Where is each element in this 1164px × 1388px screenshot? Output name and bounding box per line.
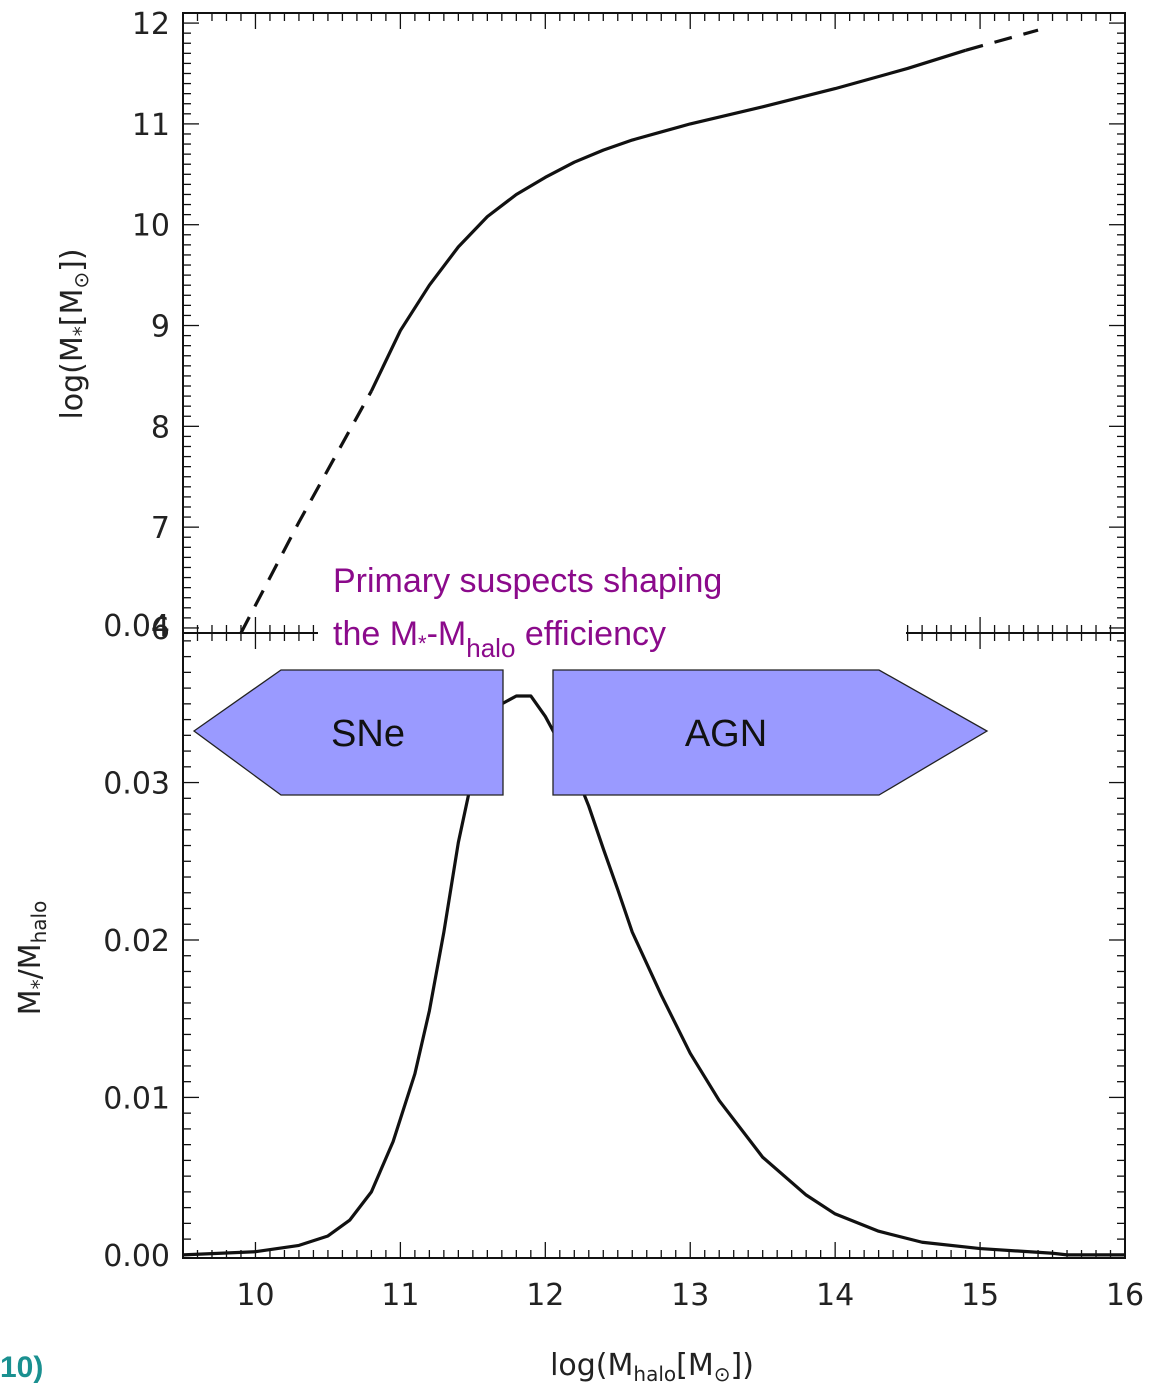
- x-tick-label: 15: [961, 1278, 999, 1313]
- agn-arrow: [552, 669, 989, 796]
- sne-arrow: [192, 669, 504, 796]
- top-y-tick-label: 11: [132, 108, 170, 143]
- top-y-tick-label: 7: [151, 511, 170, 546]
- bottom-y-tick-label: 0.00: [103, 1239, 170, 1274]
- agn-arrow-label: AGN: [685, 713, 767, 755]
- top-y-axis-title: log(M*[M⊙]): [55, 248, 93, 419]
- x-tick-label: 14: [816, 1278, 854, 1313]
- x-tick-label: 11: [381, 1278, 419, 1313]
- top-series-dashed-line: [965, 28, 1039, 52]
- top-panel-frame: [182, 12, 1126, 634]
- top-y-tick-label: 6: [151, 612, 170, 647]
- sne-arrow-label: SNe: [331, 713, 405, 755]
- bottom-y-tick-label: 0.02: [103, 924, 170, 959]
- top-panel-series: [239, 28, 1039, 634]
- top-y-tick-label: 8: [151, 410, 170, 445]
- top-series-solid-line: [369, 48, 967, 392]
- x-tick-label: 10: [236, 1278, 274, 1313]
- bottom-y-tick-label: 0.04: [103, 609, 170, 644]
- annotation-line-1: Primary suspects shaping: [333, 562, 722, 600]
- top-y-tick-label: 10: [132, 209, 170, 244]
- corner-text: 10): [0, 1351, 43, 1384]
- top-y-tick-label: 9: [151, 310, 170, 345]
- top-series-dashed-line: [239, 390, 373, 634]
- tick-labels: 10 11 12 13 14 15 16 6 7 8 9 10 11 12 0.00 0.01 0.02 0.03…: [103, 7, 1144, 1313]
- bottom-y-tick-label: 0.01: [103, 1081, 170, 1116]
- top-y-tick-label: 12: [132, 7, 170, 42]
- annotation-mask: [318, 550, 906, 660]
- x-tick-label: 12: [526, 1278, 564, 1313]
- x-tick-label: 13: [671, 1278, 709, 1313]
- x-tick-label: 16: [1106, 1278, 1144, 1313]
- bottom-y-axis-title: M*/Mhalo: [13, 901, 51, 1016]
- bottom-y-tick-label: 0.03: [103, 767, 170, 802]
- x-axis-title: log(Mhalo[M⊙]): [550, 1348, 754, 1386]
- annotation-line-2: the M*-Mhalo efficiency: [333, 615, 666, 663]
